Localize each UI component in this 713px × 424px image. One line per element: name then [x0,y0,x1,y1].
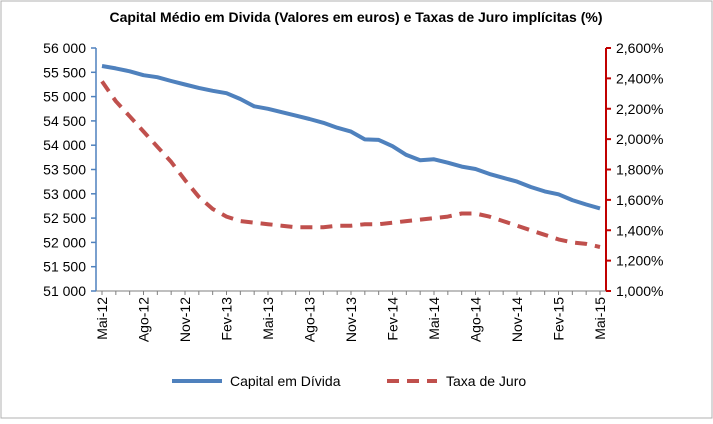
left-tick-label: 55 000 [43,89,86,105]
left-tick-label: 51 000 [43,283,86,299]
legend-label-capital: Capital em Dívida [230,373,341,389]
left-tick-label: 52 000 [43,234,86,250]
right-tick-label: 2,200% [616,101,663,117]
left-tick-label: 54 500 [43,113,86,129]
x-tick-label: Nov-12 [177,297,193,342]
left-tick-label: 53 500 [43,162,86,178]
left-tick-label: 56 000 [43,40,86,56]
x-tick-label: Nov-14 [509,297,525,342]
x-tick-label: Fev-15 [551,297,567,341]
right-tick-label: 1,200% [616,253,663,269]
series-line-taxa-de-juro [100,80,601,249]
right-tick-label: 1,400% [616,222,663,238]
x-tick-label: Mai-12 [94,297,110,340]
right-tick-label: 2,400% [616,70,663,86]
x-tick-label: Ago-13 [302,297,318,342]
x-tick-label: Ago-14 [468,297,484,342]
x-tick-label: Mai-14 [426,297,442,340]
x-tick-label: Fev-13 [219,297,235,341]
left-tick-label: 54 000 [43,137,86,153]
series-line-capital-em-divida [101,64,601,211]
right-y-axis: 1,000% 1,200% 1,400% 1,600% 1,800% 2,000% 2,20… [605,40,663,299]
x-tick-label: Nov-13 [343,297,359,342]
x-axis: Mai-12 Ago-12 Nov-12 Fev-13 Mai-13 Ago-13 Nov-… [94,290,608,342]
right-tick-label: 1,600% [616,192,663,208]
x-tick-label: Mai-15 [592,297,608,340]
right-tick-label: 2,600% [616,40,663,56]
left-tick-label: 53 000 [43,186,86,202]
left-tick-label: 52 500 [43,210,86,226]
legend: Capital em Dívida Taxa de Juro [172,373,526,389]
x-tick-label: Fev-14 [385,297,401,341]
left-tick-label: 55 500 [43,64,86,80]
x-tick-label: Mai-13 [260,297,276,340]
left-y-axis: 51 000 51 500 52 000 52 500 53 000 53 500 54 0… [43,40,97,299]
right-tick-label: 2,000% [616,131,663,147]
chart-title: Capital Médio em Divida (Valores em euro… [109,9,602,25]
x-tick-label: Ago-12 [136,297,152,342]
right-tick-label: 1,800% [616,162,663,178]
series-layer [100,64,601,249]
legend-label-taxa: Taxa de Juro [446,373,526,389]
right-tick-label: 1,000% [616,283,663,299]
left-tick-label: 51 500 [43,259,86,275]
